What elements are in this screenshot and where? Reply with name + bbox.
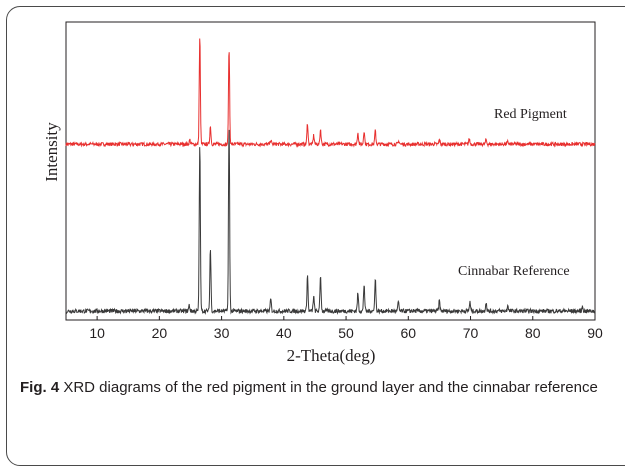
x-tick-label-70: 70: [463, 325, 479, 341]
x-tick-label-30: 30: [214, 325, 230, 341]
series-label-red-pigment: Red Pigment: [494, 107, 567, 122]
x-tick-label-20: 20: [152, 325, 168, 341]
figure-caption-text: XRD diagrams of the red pigment in the g…: [63, 379, 598, 396]
x-tick-label-10: 10: [89, 325, 105, 341]
x-axis-ticks: 10 20 30 40 50 60 70 80 90: [89, 316, 603, 341]
y-axis-label: Intensity: [42, 122, 61, 182]
series-line-red-pigment: [65, 38, 596, 148]
plot-area: [65, 21, 596, 321]
series-lines: [65, 38, 596, 315]
x-tick-label-90: 90: [587, 325, 603, 341]
series-line-cinnabar-reference: [65, 129, 596, 315]
x-tick-label-50: 50: [338, 325, 354, 341]
x-axis-label: 2-Theta(deg): [287, 346, 376, 365]
figure-label: Fig. 4: [20, 379, 60, 396]
series-label-cinnabar-reference: Cinnabar Reference: [458, 264, 570, 279]
x-tick-label-60: 60: [401, 325, 417, 341]
x-tick-label-80: 80: [525, 325, 541, 341]
figure-caption: Fig. 4 XRD diagrams of the red pigment i…: [20, 377, 610, 398]
x-tick-label-40: 40: [276, 325, 292, 341]
xrd-chart: 10 20 30 40 50 60 70 80 90 Red Pigment Cinnabar …: [42, 21, 603, 365]
